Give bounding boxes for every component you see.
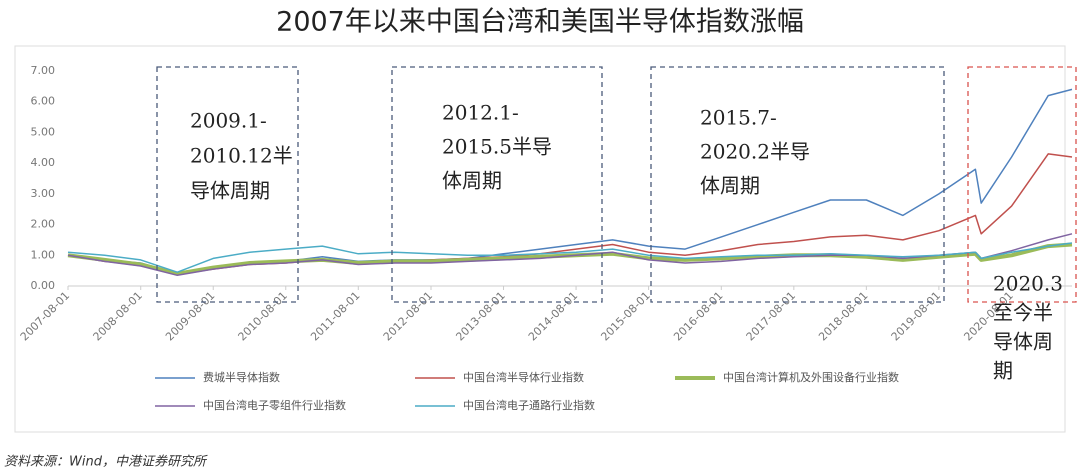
series-line [67,242,1073,276]
period-label: 期 [993,359,1013,383]
x-tick-label: 2010-08-01 [236,289,290,343]
series-line [67,242,1073,273]
period-label: 2010.12半 [190,144,293,168]
y-tick-label: 3.00 [31,187,56,200]
legend-label: 中国台湾半导体行业指数 [463,370,584,384]
y-tick-label: 2.00 [31,218,56,231]
period-label: 2012.1- [442,101,519,125]
period-box [391,66,603,303]
y-tick-label: 0.00 [31,279,56,292]
x-tick-label: 2013-08-01 [453,289,507,343]
period-label: 导体周 [993,330,1053,354]
period-label: 导体周期 [190,179,270,203]
period-box [967,66,1077,303]
x-tick-label: 2007-08-01 [18,289,72,343]
period-label: 至今半 [993,301,1053,325]
legend-label: 费城半导体指数 [203,370,280,384]
x-tick-label: 2011-08-01 [308,289,362,343]
period-label: 体周期 [700,174,760,198]
x-tick-label: 2014-08-01 [526,289,580,343]
y-tick-label: 6.00 [31,95,56,108]
y-tick-label: 1.00 [31,248,56,261]
y-tick-label: 5.00 [31,125,56,138]
legend-label: 中国台湾电子零组件行业指数 [203,398,346,412]
x-tick-label: 2016-08-01 [671,289,725,343]
x-tick-label: 2008-08-01 [91,289,145,343]
x-tick-label: 2015-08-01 [598,289,652,343]
source-note: 资料来源：Wind，中港证券研究所 [4,454,208,470]
x-tick-label: 2009-08-01 [163,289,217,343]
period-box [156,66,299,303]
chart-title: 2007年以来中国台湾和美国半导体指数涨幅 [276,7,804,38]
x-tick-label: 2017-08-01 [744,289,798,343]
period-label: 2015.5半导 [442,135,552,159]
period-label: 2020.2半导 [700,140,810,164]
period-label: 体周期 [442,169,502,193]
period-label: 2009.1- [190,109,267,133]
y-tick-label: 4.00 [31,156,56,169]
legend-label: 中国台湾电子通路行业指数 [463,398,595,412]
y-tick-label: 7.00 [31,64,56,77]
x-tick-label: 2018-08-01 [816,289,870,343]
period-box [650,66,945,303]
x-tick-label: 2019-08-01 [889,289,943,343]
period-label: 2015.7- [700,106,777,130]
period-label: 2020.3 [993,272,1063,296]
legend-label: 中国台湾计算机及外围设备行业指数 [723,370,899,384]
chart-frame [14,45,1066,433]
x-tick-label: 2012-08-01 [381,289,435,343]
